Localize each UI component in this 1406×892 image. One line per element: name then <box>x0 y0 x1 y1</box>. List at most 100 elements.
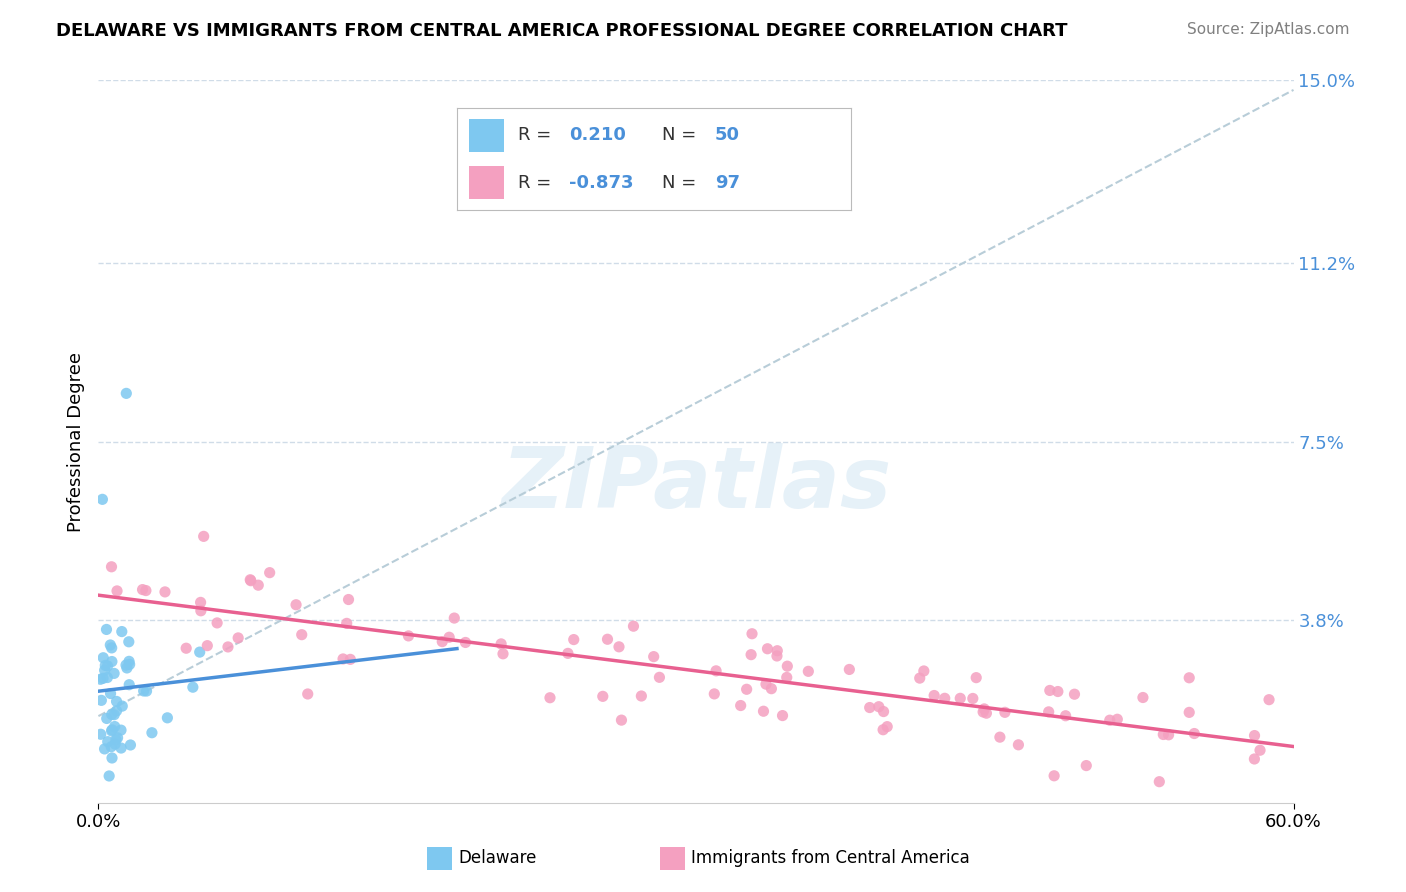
Point <box>623 619 645 633</box>
Point <box>703 687 725 701</box>
Point <box>1007 738 1029 752</box>
Point <box>111 624 134 639</box>
Point <box>1038 705 1060 719</box>
Point <box>562 632 585 647</box>
Point <box>90 727 112 741</box>
Text: N =: N = <box>662 174 702 192</box>
Point <box>454 635 477 649</box>
Text: N =: N = <box>662 127 702 145</box>
Text: ZIPatlas: ZIPatlas <box>501 443 891 526</box>
Bar <box>468 119 505 152</box>
Point <box>188 645 211 659</box>
Point <box>1107 712 1129 726</box>
Point <box>91 671 114 685</box>
Point <box>297 687 319 701</box>
Point <box>101 723 124 737</box>
Point <box>756 641 779 656</box>
Point <box>868 699 890 714</box>
Point <box>1243 752 1265 766</box>
Point <box>118 657 141 672</box>
Point <box>538 690 561 705</box>
Y-axis label: Professional Degree: Professional Degree <box>66 351 84 532</box>
Point <box>226 631 249 645</box>
Point <box>101 751 124 765</box>
Point <box>776 659 799 673</box>
Point <box>217 640 239 654</box>
Point <box>110 723 132 738</box>
Point <box>972 705 994 719</box>
Point <box>730 698 752 713</box>
Point <box>336 616 359 631</box>
Point <box>91 492 114 507</box>
Point <box>104 732 127 747</box>
Point <box>259 566 281 580</box>
Point <box>934 691 956 706</box>
Point <box>1152 727 1174 741</box>
Point <box>190 595 212 609</box>
Point <box>339 652 361 666</box>
Point <box>1039 683 1062 698</box>
Point <box>190 604 212 618</box>
Point <box>115 661 138 675</box>
Point <box>105 704 128 718</box>
Point <box>1182 726 1205 740</box>
Point <box>135 583 157 598</box>
Point <box>120 738 142 752</box>
Point <box>118 678 141 692</box>
Point <box>89 673 111 687</box>
Point <box>239 573 262 587</box>
Point <box>96 671 118 685</box>
Point <box>776 670 799 684</box>
Point <box>1178 706 1201 720</box>
Point <box>100 559 122 574</box>
Point <box>965 671 987 685</box>
Point <box>98 769 121 783</box>
Point <box>872 705 894 719</box>
Point <box>104 720 127 734</box>
Point <box>557 646 579 660</box>
Point <box>1149 774 1171 789</box>
Point <box>766 648 789 663</box>
Point <box>922 689 945 703</box>
Point <box>596 632 619 647</box>
Point <box>1098 713 1121 727</box>
Point <box>489 637 512 651</box>
Point <box>332 652 354 666</box>
Point <box>592 690 614 704</box>
Bar <box>468 166 505 199</box>
Point <box>704 664 727 678</box>
Text: Immigrants from Central America: Immigrants from Central America <box>692 849 970 867</box>
Text: 97: 97 <box>714 174 740 192</box>
Point <box>859 700 882 714</box>
Point <box>432 634 454 648</box>
Point <box>1249 743 1271 757</box>
Point <box>994 706 1017 720</box>
Point <box>988 730 1011 744</box>
Point <box>1258 692 1281 706</box>
Point <box>1043 769 1066 783</box>
Point <box>1132 690 1154 705</box>
Point <box>610 713 633 727</box>
Point <box>98 638 121 652</box>
Point <box>105 583 128 598</box>
Point <box>141 725 163 739</box>
Text: 0.210: 0.210 <box>569 127 626 145</box>
Point <box>437 630 460 644</box>
Point <box>103 707 125 722</box>
Point <box>912 664 935 678</box>
Point <box>630 689 652 703</box>
Point <box>949 691 972 706</box>
Point <box>118 654 141 668</box>
Point <box>761 681 783 696</box>
Point <box>976 706 998 721</box>
Point <box>115 658 138 673</box>
Point <box>181 680 204 694</box>
Point <box>643 649 665 664</box>
Point <box>337 592 360 607</box>
Text: DELAWARE VS IMMIGRANTS FROM CENTRAL AMERICA PROFESSIONAL DEGREE CORRELATION CHAR: DELAWARE VS IMMIGRANTS FROM CENTRAL AMER… <box>56 22 1067 40</box>
Point <box>107 731 129 745</box>
Point <box>195 639 218 653</box>
Point <box>838 663 860 677</box>
Point <box>174 641 197 656</box>
Point <box>872 723 894 737</box>
